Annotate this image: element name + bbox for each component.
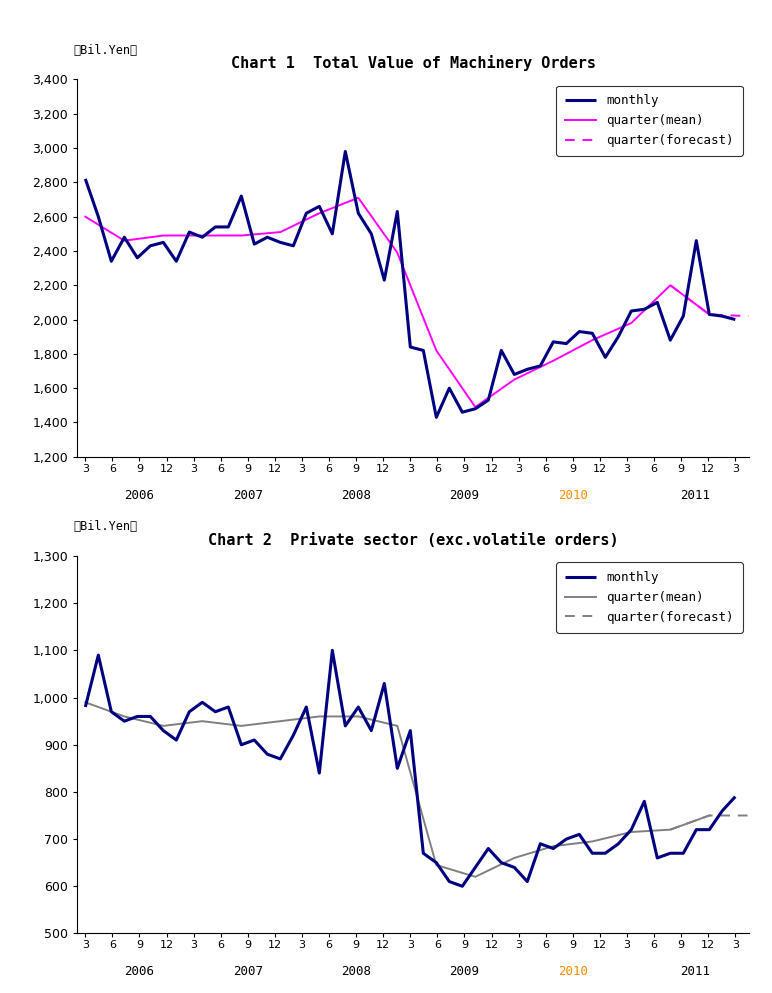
quarter(mean) (393, 720, 402, 732)
quarter(mean) (393, 246, 402, 258)
monthly (327, 644, 337, 656)
Title: Chart 2  Private sector (exc.volatile orders): Chart 2 Private sector (exc.volatile ord… (208, 533, 618, 548)
Legend: monthly, quarter(mean), quarter(forecast): monthly, quarter(mean), quarter(forecast… (557, 562, 743, 633)
quarter(mean) (549, 355, 558, 366)
Text: 2007: 2007 (233, 965, 262, 978)
quarter(forecast) (665, 279, 675, 291)
quarter(mean) (627, 826, 636, 838)
Title: Chart 1  Total Value of Machinery Orders: Chart 1 Total Value of Machinery Orders (231, 56, 595, 71)
Text: （Bil.Yen）: （Bil.Yen） (74, 520, 138, 533)
monthly (289, 729, 298, 741)
quarter(forecast) (665, 824, 675, 836)
Line: monthly: monthly (86, 152, 735, 417)
Legend: monthly, quarter(mean), quarter(forecast): monthly, quarter(mean), quarter(forecast… (557, 85, 743, 156)
monthly (458, 880, 467, 892)
monthly (81, 173, 90, 185)
Text: 2011: 2011 (679, 489, 709, 501)
monthly (730, 790, 740, 802)
quarter(mean) (354, 711, 363, 723)
monthly (718, 804, 727, 816)
monthly (536, 359, 545, 371)
Text: 2009: 2009 (449, 965, 479, 978)
monthly (574, 828, 584, 840)
Line: quarter(forecast): quarter(forecast) (670, 815, 748, 830)
monthly (574, 326, 584, 338)
quarter(mean) (587, 335, 597, 347)
Line: quarter(mean): quarter(mean) (86, 702, 709, 877)
quarter(mean) (549, 840, 558, 852)
quarter(mean) (510, 373, 519, 385)
quarter(mean) (237, 229, 246, 241)
Text: 2006: 2006 (124, 489, 154, 501)
Text: 2006: 2006 (124, 965, 154, 978)
quarter(mean) (81, 211, 90, 222)
monthly (276, 236, 285, 248)
Text: （Bil.Yen）: （Bil.Yen） (74, 44, 138, 57)
quarter(mean) (432, 859, 441, 871)
quarter(forecast) (705, 309, 714, 321)
monthly (730, 314, 740, 326)
monthly (289, 240, 298, 252)
quarter(forecast) (743, 310, 753, 322)
quarter(mean) (276, 715, 285, 727)
quarter(mean) (159, 229, 168, 241)
quarter(mean) (705, 809, 714, 821)
monthly (224, 701, 233, 713)
quarter(mean) (198, 715, 207, 727)
Line: monthly: monthly (86, 650, 735, 886)
quarter(mean) (159, 720, 168, 732)
quarter(mean) (665, 824, 675, 836)
quarter(mean) (587, 835, 597, 847)
quarter(mean) (471, 401, 480, 413)
Text: 2007: 2007 (233, 489, 262, 501)
Text: 2011: 2011 (679, 965, 709, 978)
quarter(mean) (315, 711, 324, 723)
Text: 2010: 2010 (558, 965, 587, 978)
quarter(mean) (81, 696, 90, 708)
quarter(mean) (471, 871, 480, 883)
monthly (340, 146, 350, 158)
Text: 2010: 2010 (558, 489, 587, 501)
monthly (718, 310, 727, 322)
quarter(forecast) (743, 809, 753, 821)
Text: 2009: 2009 (449, 489, 479, 501)
quarter(mean) (627, 317, 636, 329)
quarter(mean) (510, 852, 519, 864)
quarter(mean) (120, 234, 129, 246)
quarter(mean) (665, 279, 675, 291)
quarter(mean) (705, 309, 714, 321)
quarter(mean) (237, 720, 246, 732)
Line: quarter(forecast): quarter(forecast) (670, 285, 748, 316)
quarter(mean) (120, 711, 129, 723)
Line: quarter(mean): quarter(mean) (86, 198, 709, 407)
quarter(mean) (354, 192, 363, 204)
quarter(forecast) (705, 809, 714, 821)
quarter(mean) (276, 226, 285, 238)
monthly (536, 838, 545, 850)
quarter(mean) (315, 208, 324, 219)
Text: 2008: 2008 (341, 965, 371, 978)
monthly (432, 411, 441, 423)
quarter(mean) (432, 345, 441, 356)
monthly (276, 753, 285, 765)
Text: 2008: 2008 (341, 489, 371, 501)
monthly (81, 701, 90, 713)
quarter(mean) (198, 229, 207, 241)
monthly (224, 221, 233, 233)
